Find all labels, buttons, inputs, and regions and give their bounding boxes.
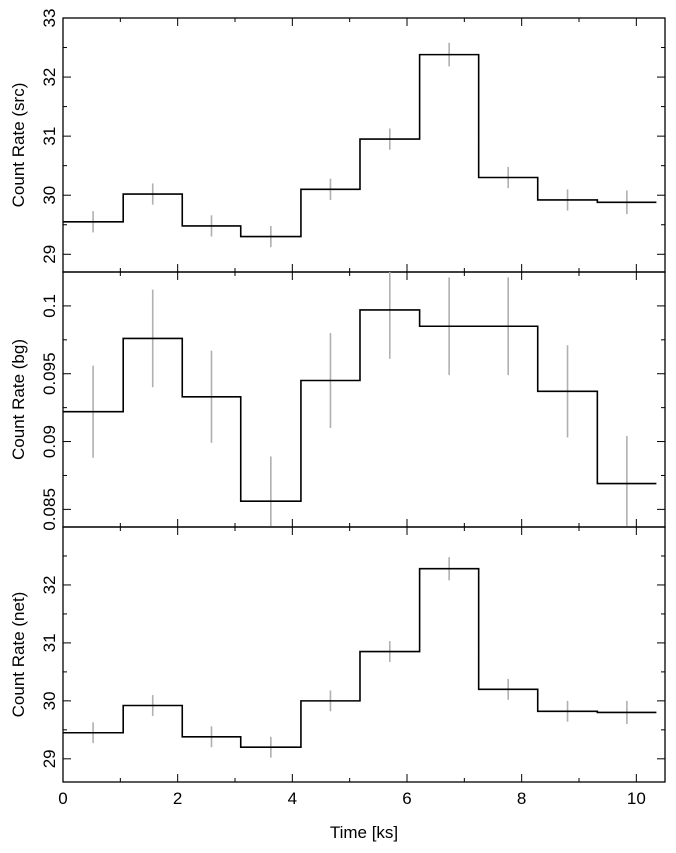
step-line: [63, 567, 657, 749]
y-tick-label: 31: [40, 633, 59, 652]
panel-src: 29 30 31 32 33 Count Rate (src): [9, 9, 666, 273]
x-axis-label: Time [ks]: [330, 823, 398, 842]
x-tick-label: 2: [173, 789, 182, 808]
y-tick-label: 32: [40, 68, 59, 87]
plot-area: [63, 272, 657, 527]
x-tick-label: 4: [288, 789, 297, 808]
y-tick-label: 0.095: [40, 352, 59, 395]
x-tick-label: 10: [627, 789, 646, 808]
step-line: [63, 53, 657, 238]
y-tick-label: 32: [40, 575, 59, 594]
y-axis-label: Count Rate (bg): [9, 339, 28, 460]
y-axis-label: Count Rate (src): [9, 83, 28, 208]
plot-area: [63, 42, 657, 248]
plot-area: [63, 557, 657, 758]
panel-net: 29 30 31 32 Count Rate (net): [9, 526, 666, 783]
y-tick-label: 30: [40, 691, 59, 710]
x-tick-label: 8: [517, 789, 526, 808]
y-tick-label: 29: [40, 245, 59, 264]
plot-frame: [62, 526, 666, 783]
y-tick-label: 30: [40, 186, 59, 205]
y-tick-label: 29: [40, 749, 59, 768]
x-tick-label: 6: [402, 789, 411, 808]
y-axis-label: Count Rate (net): [9, 592, 28, 718]
y-tick-label: 0.085: [40, 488, 59, 531]
y-tick-label: 31: [40, 127, 59, 146]
panel-bg: 0.085 0.09 0.095 0.1 Count Rate (bg): [9, 271, 666, 531]
x-tick-label: 0: [58, 789, 67, 808]
y-tick-label: 0.1: [40, 294, 59, 318]
plot-frame: [62, 17, 666, 273]
step-line: [63, 309, 657, 503]
y-tick-label: 0.09: [40, 425, 59, 458]
y-tick-label: 33: [40, 9, 59, 28]
